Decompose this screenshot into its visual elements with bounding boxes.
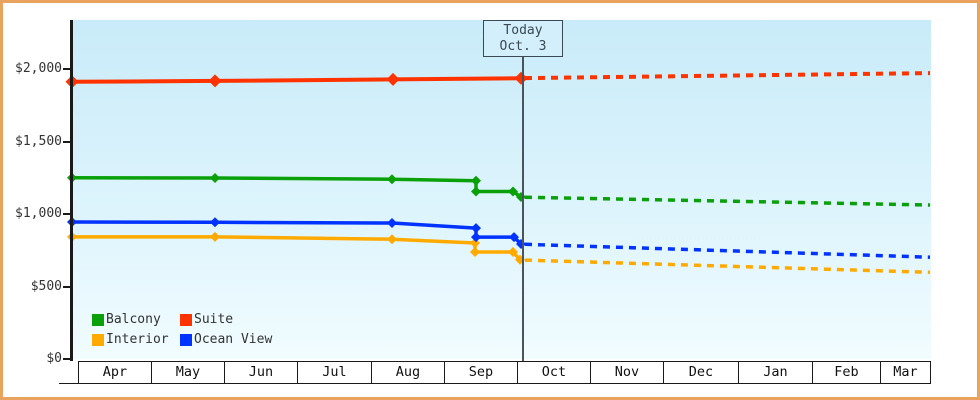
data-point-ocean-view (387, 218, 397, 228)
y-tick-0 (63, 358, 72, 360)
legend-swatch-interior (92, 334, 104, 346)
legend-swatch-balcony (92, 314, 104, 326)
data-point-ocean-view (471, 232, 481, 243)
data-point-balcony (508, 186, 518, 197)
legend-item-interior: Interior (92, 332, 169, 348)
data-point-balcony (210, 173, 220, 183)
series-line-interior (72, 235, 522, 261)
series-balcony (67, 172, 931, 207)
data-point-ocean-view (471, 223, 481, 234)
today-marker-box: Today Oct. 3 (483, 20, 563, 57)
data-point-balcony (471, 186, 481, 197)
data-point-interior (508, 247, 518, 257)
legend-label-interior: Interior (106, 332, 169, 347)
series-line-suite (71, 76, 522, 84)
y-tick-label-1000: $1,000 (15, 206, 62, 221)
data-point-balcony (471, 175, 481, 186)
month-cell-nov: Nov (590, 361, 663, 383)
legend-swatch-suite (180, 314, 192, 326)
y-axis-line (70, 20, 73, 361)
series-suite (65, 71, 931, 89)
y-tick-2000 (63, 68, 72, 70)
y-tick-label-0: $0 (46, 351, 62, 366)
month-cell-mar: Mar (880, 361, 931, 383)
today-date: Oct. 3 (499, 39, 547, 54)
legend-label-balcony: Balcony (106, 312, 161, 327)
month-cell-jan: Jan (738, 361, 812, 383)
series-forecast-suite (524, 71, 931, 81)
data-point-balcony (387, 174, 397, 185)
legend-swatch-ocean-view (180, 334, 192, 346)
data-point-balcony (516, 192, 526, 202)
series-forecast-balcony (524, 195, 931, 207)
data-point-ocean-view (210, 217, 220, 228)
legend-label-ocean-view: Ocean View (194, 332, 273, 347)
data-point-suite (514, 71, 528, 85)
data-point-suite (208, 74, 222, 88)
legend-label-suite: Suite (194, 312, 234, 327)
x-axis-line (59, 382, 931, 384)
month-cell-aug: Aug (371, 361, 444, 383)
month-cell-apr: Apr (78, 361, 151, 383)
y-tick-label-1500: $1,500 (15, 133, 62, 149)
legend-item-suite: Suite (180, 312, 233, 328)
month-cell-dec: Dec (663, 361, 738, 383)
legend-item-ocean-view: Ocean View (180, 332, 272, 348)
series-interior (67, 231, 931, 275)
y-tick-1000 (63, 213, 72, 215)
series-forecast-ocean-view (524, 242, 931, 259)
legend-item-balcony: Balcony (92, 312, 161, 328)
data-point-interior (210, 231, 220, 242)
data-point-ocean-view (516, 239, 526, 249)
month-cell-sep: Sep (444, 361, 517, 383)
y-tick-label-500: $500 (30, 278, 62, 294)
month-cell-jun: Jun (224, 361, 297, 383)
data-point-suite (386, 72, 400, 86)
today-line (522, 57, 524, 361)
month-cell-feb: Feb (812, 361, 880, 383)
series-forecast-interior (524, 258, 931, 275)
month-cell-jul: Jul (297, 361, 371, 383)
today-label: Today (503, 23, 543, 38)
data-point-interior (387, 234, 397, 245)
series-ocean-view (67, 217, 931, 259)
data-point-interior (470, 247, 480, 257)
y-tick-1500 (63, 140, 72, 143)
series-line-balcony (71, 176, 522, 199)
month-cell-may: May (151, 361, 224, 383)
y-tick-label-2000: $2,000 (15, 61, 62, 76)
y-tick-500 (63, 285, 72, 288)
month-cell-oct: Oct (517, 361, 590, 383)
data-point-ocean-view (509, 232, 519, 243)
